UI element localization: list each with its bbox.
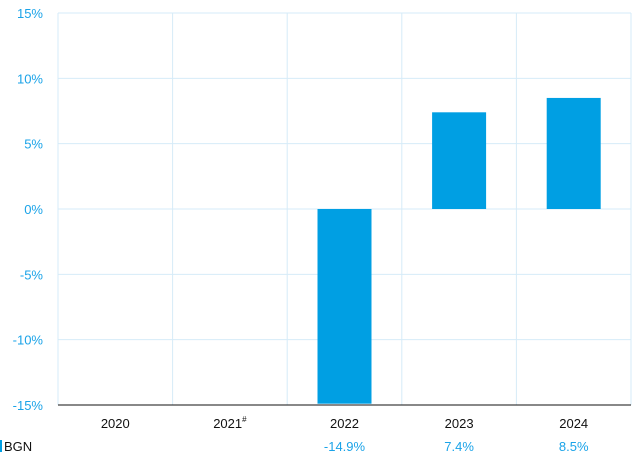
legend-swatch	[0, 440, 2, 452]
bar-2023	[432, 112, 487, 209]
data-label-2023: 7.4%	[444, 439, 474, 454]
bar-2022	[317, 209, 372, 404]
y-tick-label: -15%	[13, 398, 44, 413]
y-tick-label: 10%	[17, 71, 43, 86]
y-tick-label: -10%	[13, 333, 44, 348]
bar-2024	[546, 97, 601, 209]
y-tick-label: 0%	[24, 202, 43, 217]
series-label: BGN	[4, 439, 32, 454]
x-tick-label: 2023	[445, 416, 474, 431]
data-label-row: BGN -14.9% 7.4% 8.5%	[0, 439, 589, 454]
y-tick-label: -5%	[20, 267, 44, 282]
x-tick-label: 2022	[330, 416, 359, 431]
y-tick-label: 15%	[17, 6, 43, 21]
y-axis-ticks: 15% 10% 5% 0% -5% -10% -15%	[13, 6, 44, 413]
data-label-2022: -14.9%	[324, 439, 366, 454]
data-label-2024: 8.5%	[559, 439, 589, 454]
bars	[317, 97, 601, 404]
x-tick-label: 2024	[559, 416, 588, 431]
x-tick-label: 2020	[101, 416, 130, 431]
x-axis-ticks: 2020 2021# 2022 2023 2024	[101, 415, 588, 431]
x-tick-label: 2021#	[213, 415, 247, 431]
y-tick-label: 5%	[24, 137, 43, 152]
